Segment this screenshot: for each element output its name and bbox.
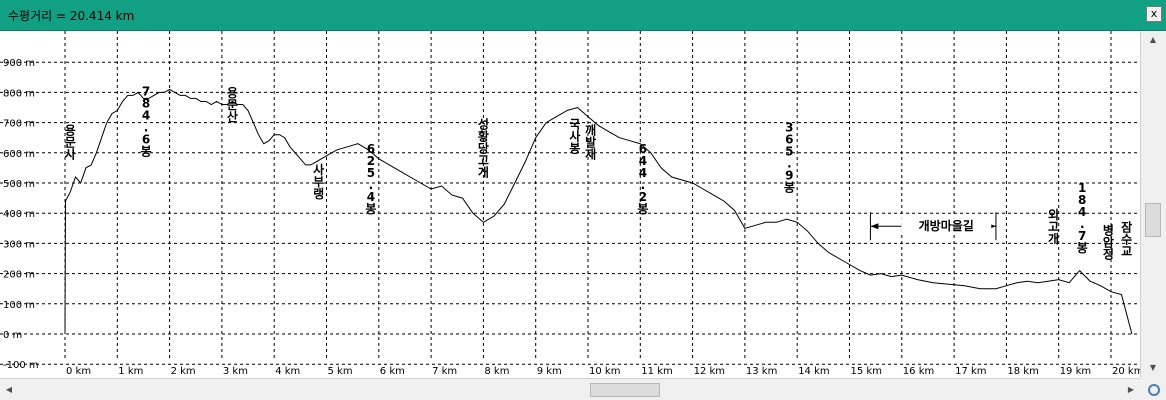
horizontal-scrollbar[interactable]: ◀ ▶ bbox=[0, 378, 1140, 400]
close-button[interactable]: x bbox=[1146, 6, 1162, 22]
arrow-left-icon bbox=[870, 223, 879, 230]
globe-icon bbox=[1148, 384, 1160, 396]
y-tick-label: 800 m bbox=[3, 88, 35, 99]
scroll-down-icon[interactable]: ▼ bbox=[1149, 363, 1157, 372]
chart-svg: 900 m 800 m 700 m 600 m 500 m 400 m 300 m 200 m… bbox=[0, 31, 1166, 377]
scroll-left-icon[interactable]: ◀ bbox=[5, 385, 13, 394]
y-tick-label: 700 m bbox=[3, 119, 35, 130]
title-bar: 수평거리 = 20.414 km x bbox=[0, 0, 1166, 31]
y-tick-label: 300 m bbox=[3, 239, 35, 250]
x-tick-label: 12 km bbox=[694, 366, 725, 377]
x-tick-label: 1 km bbox=[118, 366, 143, 377]
window-title: 수평거리 = 20.414 km bbox=[8, 9, 135, 23]
x-tick-label: 7 km bbox=[432, 366, 457, 377]
x-tick-label: 14 km bbox=[798, 366, 829, 377]
x-tick-label: 6 km bbox=[380, 366, 405, 377]
y-tick-label: 200 m bbox=[3, 270, 35, 281]
horizontal-scroll-thumb[interactable] bbox=[590, 383, 660, 397]
x-tick-label: 10 km bbox=[589, 366, 620, 377]
x-tick-label: 8 km bbox=[484, 366, 509, 377]
y-tick-label: 600 m bbox=[3, 149, 35, 160]
x-tick-label: 17 km bbox=[955, 366, 986, 377]
x-tick-label: 5 km bbox=[328, 366, 353, 377]
resize-corner bbox=[1140, 378, 1166, 400]
x-tick-label: 3 km bbox=[223, 366, 248, 377]
scroll-up-icon[interactable]: ▲ bbox=[1149, 35, 1157, 44]
x-tick-label: 2 km bbox=[171, 366, 196, 377]
y-tick-label: 900 m bbox=[3, 58, 35, 69]
x-tick-label: 0 km bbox=[66, 366, 91, 377]
x-tick-label: 20 km bbox=[1112, 366, 1140, 377]
x-tick-label: 9 km bbox=[537, 366, 562, 377]
y-tick-label: 500 m bbox=[3, 179, 35, 190]
x-tick-label: 16 km bbox=[903, 366, 934, 377]
vertical-scrollbar[interactable]: ▲ ▼ bbox=[1140, 31, 1166, 378]
x-tick-label: 19 km bbox=[1060, 366, 1091, 377]
elevation-profile-line bbox=[64, 88, 1133, 335]
route-label-bg bbox=[901, 217, 992, 234]
y-tick-label: 0 m bbox=[3, 330, 22, 341]
y-tick-label: 100 m bbox=[3, 300, 35, 311]
x-tick-label: 18 km bbox=[1007, 366, 1038, 377]
scroll-right-icon[interactable]: ▶ bbox=[1127, 385, 1135, 394]
route-label: 개방마을길 bbox=[919, 218, 974, 233]
elevation-profile-chart: 900 m 800 m 700 m 600 m 500 m 400 m 300 m 200 m… bbox=[0, 31, 1166, 378]
vertical-scroll-thumb[interactable] bbox=[1145, 203, 1161, 237]
x-tick-label: 15 km bbox=[851, 366, 882, 377]
y-tick-label: 400 m bbox=[3, 209, 35, 220]
x-tick-label: 11 km bbox=[641, 366, 672, 377]
x-tick-label: 13 km bbox=[746, 366, 777, 377]
x-tick-label: 4 km bbox=[275, 366, 300, 377]
y-tick-label: -100 m bbox=[3, 360, 39, 371]
